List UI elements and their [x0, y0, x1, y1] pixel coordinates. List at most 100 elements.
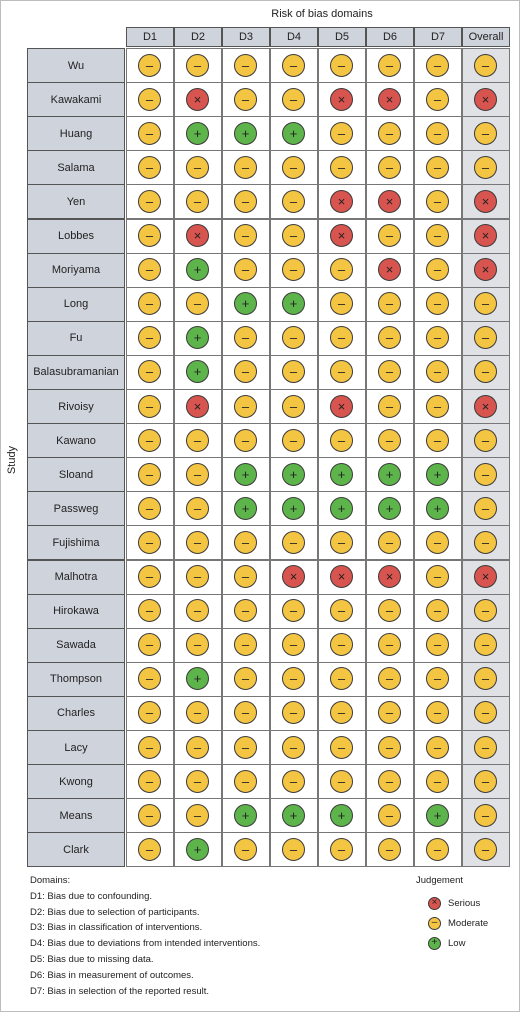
rating-cell: –	[318, 252, 366, 288]
moderate-icon: –	[186, 735, 209, 759]
moderate-icon: –	[330, 428, 353, 452]
rating-cell: –	[366, 764, 414, 800]
rating-cell: –	[270, 184, 318, 220]
moderate-icon: –	[426, 667, 449, 691]
rating-cell: –	[318, 593, 366, 629]
rating-cell: –	[462, 320, 510, 356]
moderate-icon: –	[426, 837, 449, 861]
rating-cell: +	[366, 491, 414, 527]
judgement-legend: Judgement × Serious – Moderate + Low	[416, 873, 488, 950]
rating-cell: –	[222, 627, 270, 663]
moderate-icon: –	[186, 53, 209, 77]
rating-cell: –	[366, 525, 414, 561]
moderate-icon: –	[138, 394, 161, 418]
serious-icon: ×	[474, 394, 497, 418]
column-header-d6: D6	[366, 27, 414, 47]
low-icon: +	[282, 121, 305, 145]
rating-cell: –	[222, 354, 270, 390]
rating-cell: –	[366, 150, 414, 186]
column-header-d2: D2	[174, 27, 222, 47]
moderate-icon: –	[330, 633, 353, 657]
rating-cell: +	[270, 116, 318, 152]
moderate-icon: –	[138, 803, 161, 827]
rating-cell: –	[174, 730, 222, 766]
rating-cell: –	[222, 252, 270, 288]
rating-cell: –	[366, 320, 414, 356]
moderate-icon: –	[282, 428, 305, 452]
rating-cell: +	[174, 354, 222, 390]
study-label: Hirokawa	[27, 593, 125, 629]
moderate-icon: –	[378, 394, 401, 418]
rating-cell: ×	[462, 184, 510, 220]
moderate-icon: –	[186, 496, 209, 520]
rating-cell: –	[318, 695, 366, 731]
study-label: Salama	[27, 150, 125, 186]
rating-cell: ×	[318, 82, 366, 118]
rating-cell: –	[366, 48, 414, 84]
moderate-icon: –	[138, 530, 161, 554]
rating-cell: –	[462, 764, 510, 800]
domains-legend: Domains: D1: Bias due to confounding. D2…	[30, 873, 260, 999]
rating-cell: –	[414, 218, 462, 254]
low-icon: +	[378, 496, 401, 520]
moderate-icon: –	[474, 360, 497, 384]
rating-cell: –	[126, 82, 174, 118]
rating-cell: –	[366, 695, 414, 731]
rating-cell: –	[174, 150, 222, 186]
moderate-icon: –	[282, 735, 305, 759]
moderate-icon: –	[474, 633, 497, 657]
rating-cell: +	[174, 320, 222, 356]
rating-cell: –	[318, 116, 366, 152]
judgement-label: Low	[448, 937, 466, 949]
moderate-icon: –	[474, 53, 497, 77]
rating-cell: –	[222, 559, 270, 595]
moderate-icon: –	[282, 360, 305, 384]
low-icon: +	[282, 496, 305, 520]
serious-icon: ×	[330, 394, 353, 418]
moderate-icon: –	[378, 837, 401, 861]
rating-cell: –	[414, 48, 462, 84]
moderate-icon: –	[282, 837, 305, 861]
moderate-icon: –	[426, 735, 449, 759]
rating-cell: ×	[462, 252, 510, 288]
rating-cell: –	[318, 320, 366, 356]
low-icon: +	[186, 360, 209, 384]
rating-cell: –	[462, 423, 510, 459]
moderate-icon: –	[330, 701, 353, 725]
low-icon: +	[426, 462, 449, 486]
moderate-icon: –	[474, 701, 497, 725]
study-label: Means	[27, 798, 125, 834]
rating-cell: –	[270, 320, 318, 356]
moderate-icon: –	[138, 735, 161, 759]
rating-cell: –	[414, 184, 462, 220]
rating-cell: ×	[318, 389, 366, 425]
rating-cell: –	[270, 627, 318, 663]
rating-cell: +	[222, 491, 270, 527]
rating-cell: +	[414, 798, 462, 834]
moderate-icon: –	[330, 360, 353, 384]
low-icon: +	[426, 496, 449, 520]
moderate-icon: –	[138, 462, 161, 486]
low-icon: +	[282, 292, 305, 316]
rating-cell: –	[462, 593, 510, 629]
moderate-icon: –	[426, 769, 449, 793]
moderate-icon: –	[234, 428, 257, 452]
rating-cell: ×	[462, 559, 510, 595]
judgement-legend-low: + Low	[428, 935, 465, 951]
judgement-label: Moderate	[448, 917, 489, 929]
moderate-icon: –	[330, 155, 353, 179]
serious-icon: ×	[428, 896, 441, 910]
rating-cell: –	[414, 661, 462, 697]
rating-cell: +	[270, 491, 318, 527]
rating-cell: –	[126, 48, 174, 84]
moderate-icon: –	[474, 462, 497, 486]
study-label: Huang	[27, 116, 125, 152]
rating-cell: –	[222, 48, 270, 84]
moderate-icon: –	[234, 667, 257, 691]
rating-cell: –	[318, 627, 366, 663]
low-icon: +	[234, 462, 257, 486]
column-header-overall: Overall	[462, 27, 510, 47]
rating-cell: –	[174, 286, 222, 322]
rating-cell: –	[126, 764, 174, 800]
moderate-icon: –	[474, 155, 497, 179]
